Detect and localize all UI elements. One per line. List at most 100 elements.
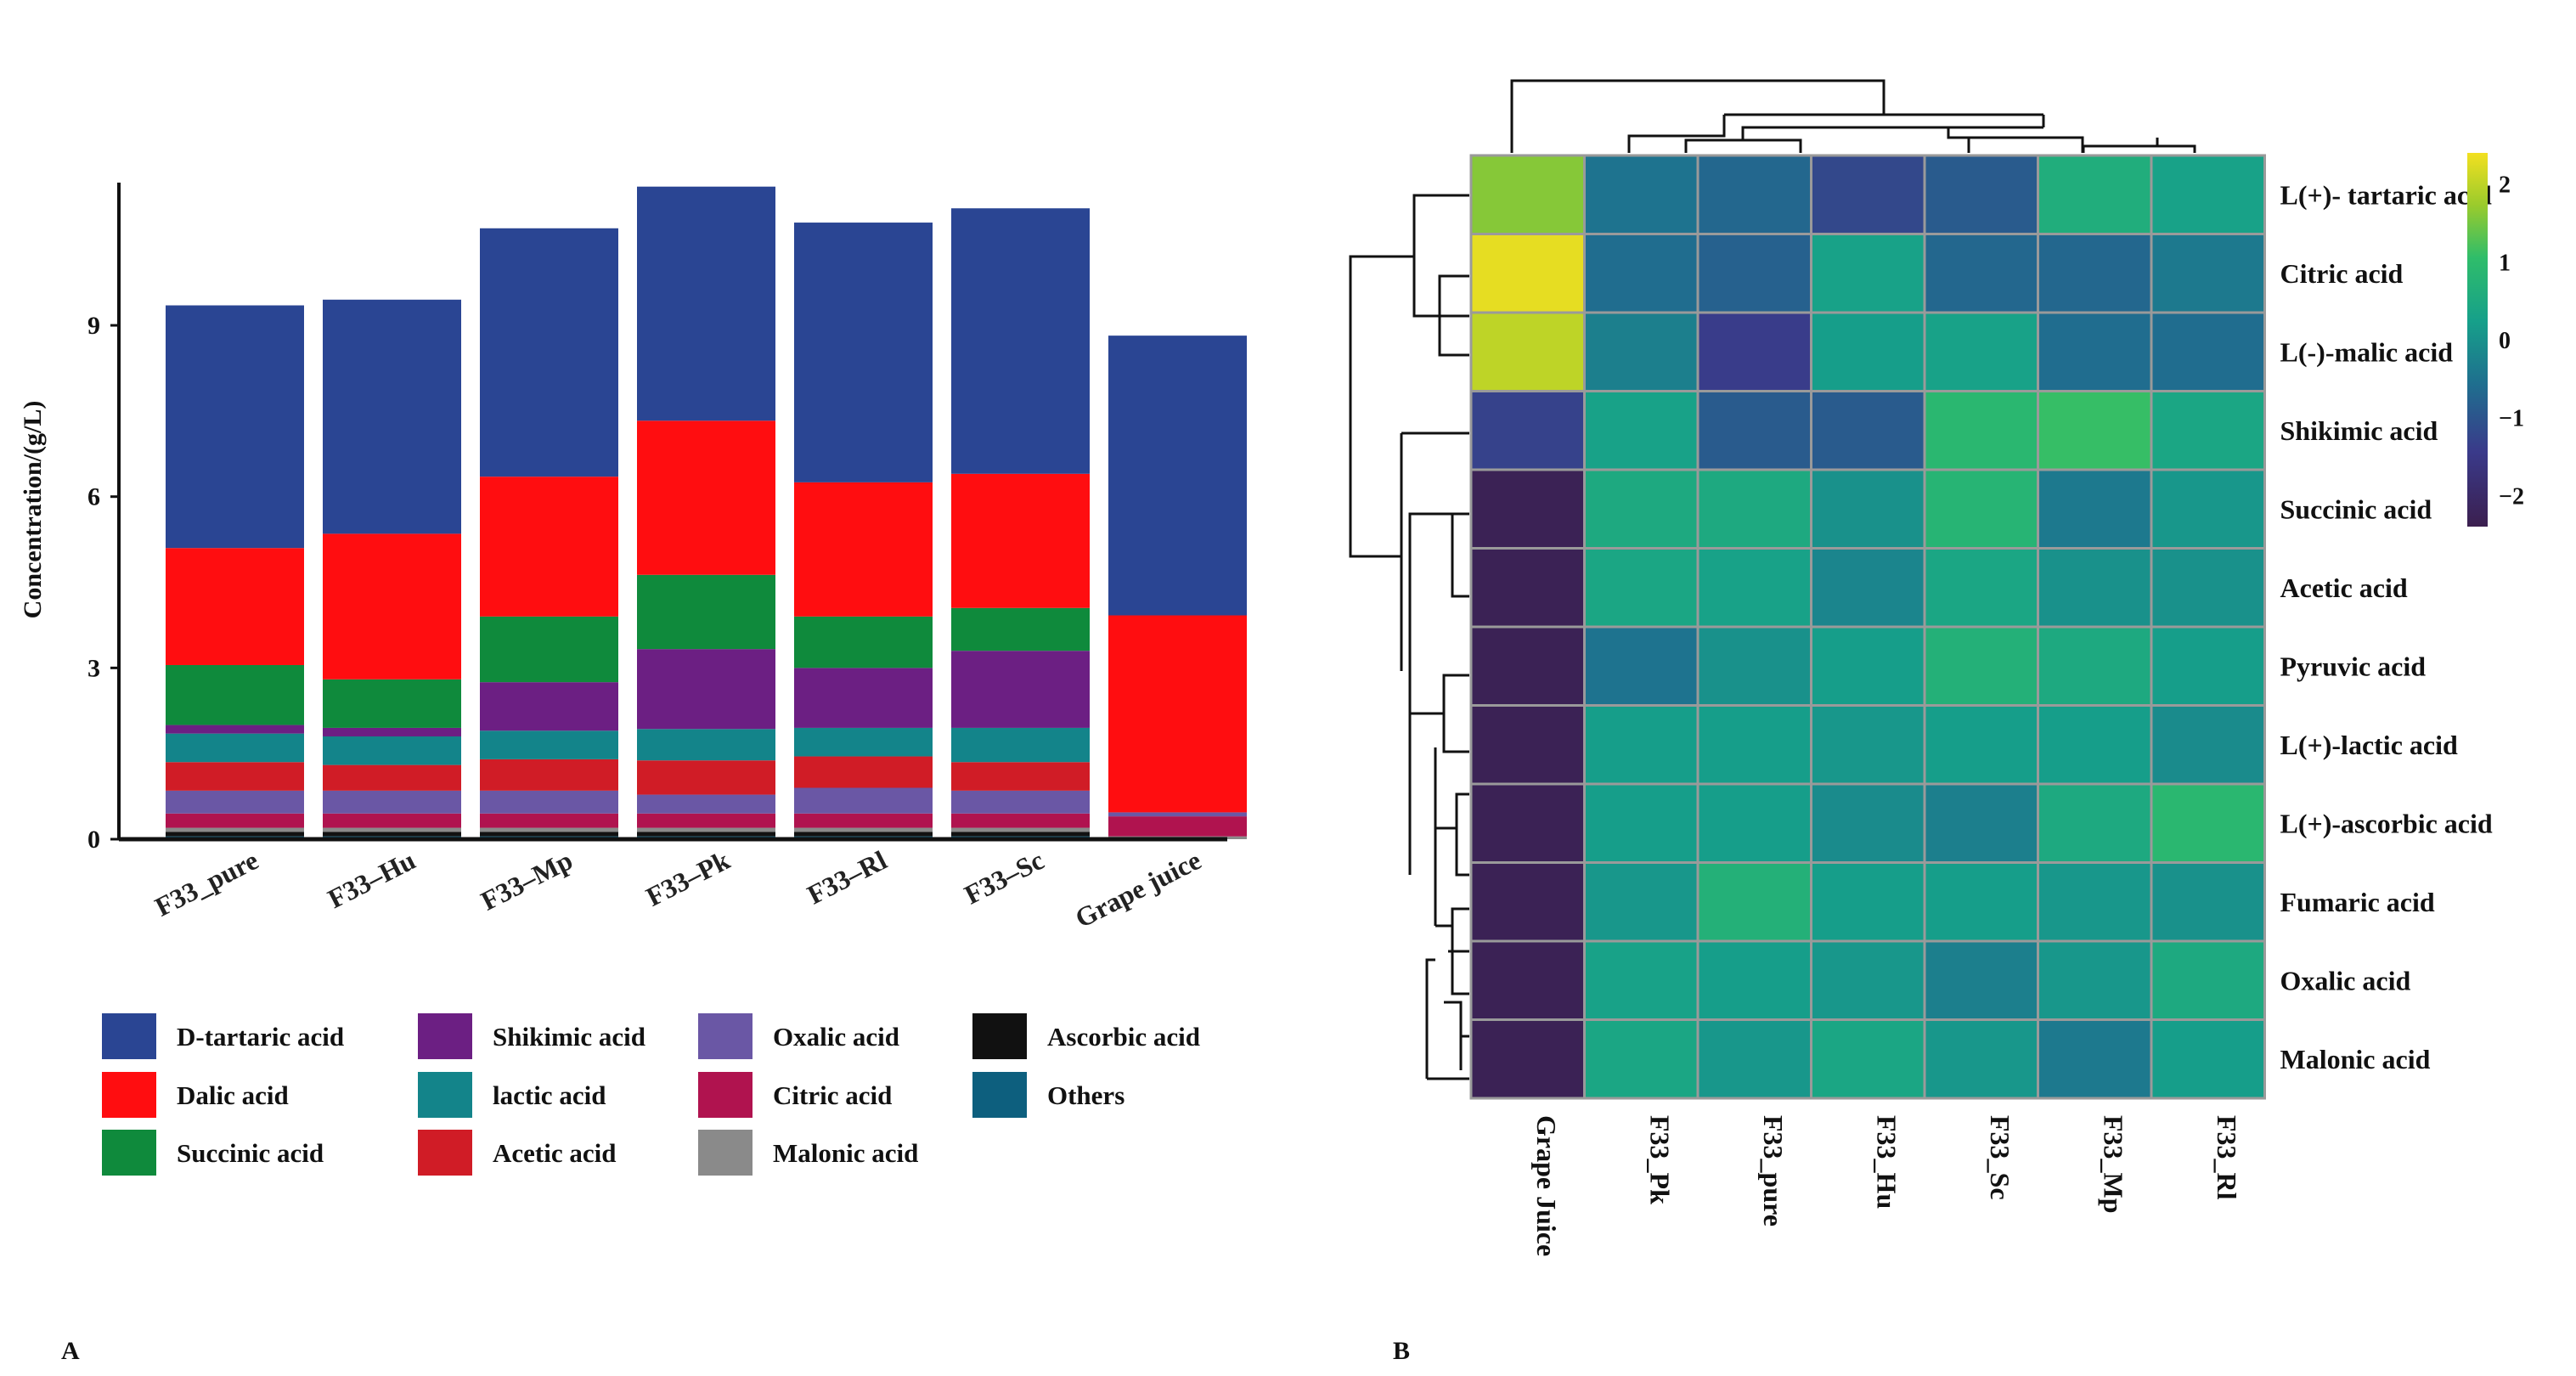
bar-f33-sc-malonic-acid: [951, 827, 1090, 832]
legend-swatch-others: [972, 1072, 1027, 1118]
cell-l-malic-acid-grape-juice: [1469, 311, 1586, 392]
column-dendrogram: [1510, 79, 2196, 153]
bar-f33-mp-oxalic-acid: [480, 790, 618, 814]
bar-f33-sc-d-tartaric-acid: [951, 208, 1090, 474]
y-tick-label: 0: [87, 826, 100, 854]
legend-label-others: Others: [1047, 1080, 1125, 1110]
row-label: Oxalic acid: [2280, 965, 2411, 995]
bar-f33-pure-citric-acid: [166, 813, 304, 828]
cell-oxalic-acid-grape-juice: [1469, 939, 1586, 1021]
cell-succinic-acid-f33-mp: [2037, 468, 2153, 550]
colorbar-tick-label: 1: [2499, 250, 2511, 276]
bar-grape-juice-oxalic-acid: [1108, 812, 1247, 817]
cell-malonic-acid-f33-mp: [2037, 1018, 2153, 1100]
colorbar: [2467, 153, 2488, 527]
panel-letter-a: A: [61, 1337, 80, 1365]
cell-citric-acid-f33-mp: [2037, 233, 2153, 314]
x-tick-label: F33–Pk: [641, 844, 735, 912]
cell-l-malic-acid-f33-pk: [1583, 311, 1699, 392]
row-label: Citric acid: [2280, 258, 2404, 289]
cell-l-tartaric-acid-grape-juice: [1469, 154, 1586, 235]
row-dendrogram: [1349, 194, 1469, 1080]
cell-citric-acid-f33-rl: [2150, 233, 2266, 314]
bar-f33-rl-malonic-acid: [794, 827, 933, 832]
legend-swatch-malonic-acid: [698, 1130, 753, 1176]
x-tick-label: F33_pure: [150, 844, 263, 922]
bar-f33-sc-acetic-acid: [951, 762, 1090, 791]
bar-f33-rl-shikimic-acid: [794, 668, 933, 728]
bar-f33-rl-oxalic-acid: [794, 787, 933, 814]
legend-label-dalic-acid: Dalic acid: [177, 1080, 289, 1110]
column-label: F33_Pk: [1644, 1115, 1675, 1204]
legend-label-ascorbic-acid: Ascorbic acid: [1047, 1022, 1200, 1052]
cell-malonic-acid-f33-sc: [1923, 1018, 2039, 1100]
panel-b-heatmap: L(+)- tartaric acid Citric acid L(-)-malic…: [1349, 79, 2524, 1365]
bar-f33-pk-oxalic-acid: [637, 794, 775, 814]
bar-f33-mp-shikimic-acid: [480, 682, 618, 731]
row-label: Acetic acid: [2280, 572, 2408, 603]
legend-label-shikimic-acid: Shikimic acid: [493, 1022, 645, 1052]
cell-oxalic-acid-f33-rl: [2150, 939, 2266, 1021]
legend-label-succinic-acid: Succinic acid: [177, 1138, 324, 1168]
cell-l-lactic-acid-f33-sc: [1923, 704, 2039, 786]
bar-f33-pure-ascorbic-acid: [166, 832, 304, 837]
bar-f33-sc-citric-acid: [951, 813, 1090, 828]
bar-f33-mp-lactic-acid: [480, 730, 618, 759]
cell-malonic-acid-grape-juice: [1469, 1018, 1586, 1100]
bar-f33-pure-dalic-acid: [166, 548, 304, 665]
cell-citric-acid-f33-hu: [1810, 233, 1926, 314]
bars: [166, 186, 1247, 839]
bar-f33-pk-succinic-acid: [637, 574, 775, 650]
cell-citric-acid-grape-juice: [1469, 233, 1586, 314]
cell-l-ascorbic-acid-f33-mp: [2037, 782, 2153, 864]
legend-label-oxalic-acid: Oxalic acid: [773, 1022, 899, 1052]
cell-l-ascorbic-acid-f33-pk: [1583, 782, 1699, 864]
x-tick-label: Grape juice: [1070, 844, 1206, 933]
legend-label-d-tartaric-acid: D-tartaric acid: [177, 1022, 344, 1052]
cell-oxalic-acid-f33-mp: [2037, 939, 2153, 1021]
legend-swatch-acetic-acid: [418, 1130, 472, 1176]
cell-shikimic-acid-f33-pure: [1696, 390, 1812, 471]
row-label: L(+)- tartaric acid: [2280, 179, 2492, 210]
bar-grape-juice-d-tartaric-acid: [1108, 336, 1247, 616]
x-ticks: F33_pure F33–Hu F33–Mp F33–Pk F33–Rl F33–Sc Gr…: [150, 844, 1206, 933]
legend-swatch-citric-acid: [698, 1072, 753, 1118]
bar-f33-mp-acetic-acid: [480, 758, 618, 791]
cell-l-ascorbic-acid-f33-hu: [1810, 782, 1926, 864]
bar-f33-rl-dalic-acid: [794, 482, 933, 617]
y-ticks: 0 3 6 9: [87, 312, 119, 854]
cell-l-malic-acid-f33-sc: [1923, 311, 2039, 392]
row-label: L(+)-lactic acid: [2280, 730, 2458, 760]
x-tick-label: F33–Sc: [960, 844, 1049, 910]
legend-swatch-lactic-acid: [418, 1072, 472, 1118]
bar-f33-mp-dalic-acid: [480, 477, 618, 617]
cell-succinic-acid-f33-pure: [1696, 468, 1812, 550]
colorbar-ticks: 2 1 0 −1 −2: [2499, 172, 2524, 510]
x-tick-label: F33–Rl: [803, 844, 892, 910]
bar-grape-juice-dalic-acid: [1108, 615, 1247, 813]
bar-f33-hu-dalic-acid: [323, 533, 461, 680]
panel-letter-b: B: [1393, 1337, 1410, 1365]
y-tick-label: 3: [87, 654, 100, 682]
row-label: Succinic acid: [2280, 493, 2432, 524]
heatmap-cells: [1469, 154, 2266, 1100]
bar-f33-hu-lactic-acid: [323, 736, 461, 765]
cell-acetic-acid-f33-hu: [1810, 547, 1926, 629]
row-label: L(-)-malic acid: [2280, 336, 2454, 367]
cell-pyruvic-acid-f33-sc: [1923, 625, 2039, 707]
cell-acetic-acid-f33-sc: [1923, 547, 2039, 629]
legend-label-citric-acid: Citric acid: [773, 1080, 892, 1110]
cell-succinic-acid-grape-juice: [1469, 468, 1586, 550]
bar-f33-mp-succinic-acid: [480, 616, 618, 683]
bar-f33-mp-ascorbic-acid: [480, 832, 618, 837]
colorbar-tick-label: −2: [2499, 483, 2524, 510]
bar-f33-hu-ascorbic-acid: [323, 832, 461, 837]
cell-acetic-acid-grape-juice: [1469, 547, 1586, 629]
bar-f33-mp-citric-acid: [480, 813, 618, 828]
x-tick-label: F33–Mp: [476, 844, 577, 916]
cell-pyruvic-acid-f33-pk: [1583, 625, 1699, 707]
cell-l-malic-acid-f33-pure: [1696, 311, 1812, 392]
bar-f33-rl-d-tartaric-acid: [794, 223, 933, 482]
legend-swatch-ascorbic-acid: [972, 1013, 1027, 1059]
bar-f33-sc-succinic-acid: [951, 607, 1090, 651]
